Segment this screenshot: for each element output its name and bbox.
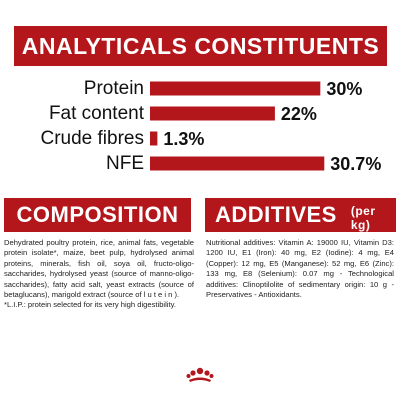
composition-text-block: Dehydrated poultry protein, rice, animal… bbox=[4, 238, 194, 311]
bar-protein bbox=[150, 81, 321, 96]
category-label-crude-fibres: Crude fibres bbox=[40, 127, 145, 149]
value-label-fat-content: 22% bbox=[280, 103, 317, 124]
value-label-crude-fibres: 1.3% bbox=[163, 128, 205, 149]
value-label-nfe: 30.7% bbox=[330, 153, 382, 174]
composition-text: Dehydrated poultry protein, rice, animal… bbox=[4, 238, 194, 300]
composition-title: COMPOSITION bbox=[16, 202, 179, 227]
additives-text-block: Nutritional additives: Vitamin A: 19000 … bbox=[206, 238, 394, 300]
chart-bars-svg bbox=[150, 81, 325, 171]
royal-canin-crown-icon bbox=[186, 366, 214, 384]
analytical-constituents-banner: ANALYTICALS CONSTITUENTS bbox=[14, 26, 387, 66]
top-band bbox=[0, 0, 400, 26]
additives-unit: (per kg) bbox=[350, 204, 376, 232]
value-label-protein: 30% bbox=[326, 78, 363, 99]
composition-footnote: *L.I.P.: protein selected for its very h… bbox=[4, 300, 176, 310]
category-label-fat-content: Fat content bbox=[48, 102, 144, 124]
composition-header: COMPOSITION bbox=[4, 198, 191, 232]
category-label-protein: Protein bbox=[83, 77, 144, 99]
additives-header: ADDITIVES (per kg) bbox=[205, 198, 396, 232]
category-label-nfe: NFE bbox=[106, 152, 144, 174]
additives-title: ADDITIVES bbox=[215, 202, 337, 227]
bar-crude-fibres bbox=[150, 131, 158, 146]
banner-title: ANALYTICALS CONSTITUENTS bbox=[21, 32, 380, 59]
constituents-chart: Protein 30% Fat content 22% Crude fibres 1.3%… bbox=[0, 72, 400, 184]
bar-nfe bbox=[150, 156, 325, 171]
additives-text: Nutritional additives: Vitamin A: 19000 … bbox=[206, 238, 394, 300]
bar-fat-content bbox=[150, 106, 275, 121]
